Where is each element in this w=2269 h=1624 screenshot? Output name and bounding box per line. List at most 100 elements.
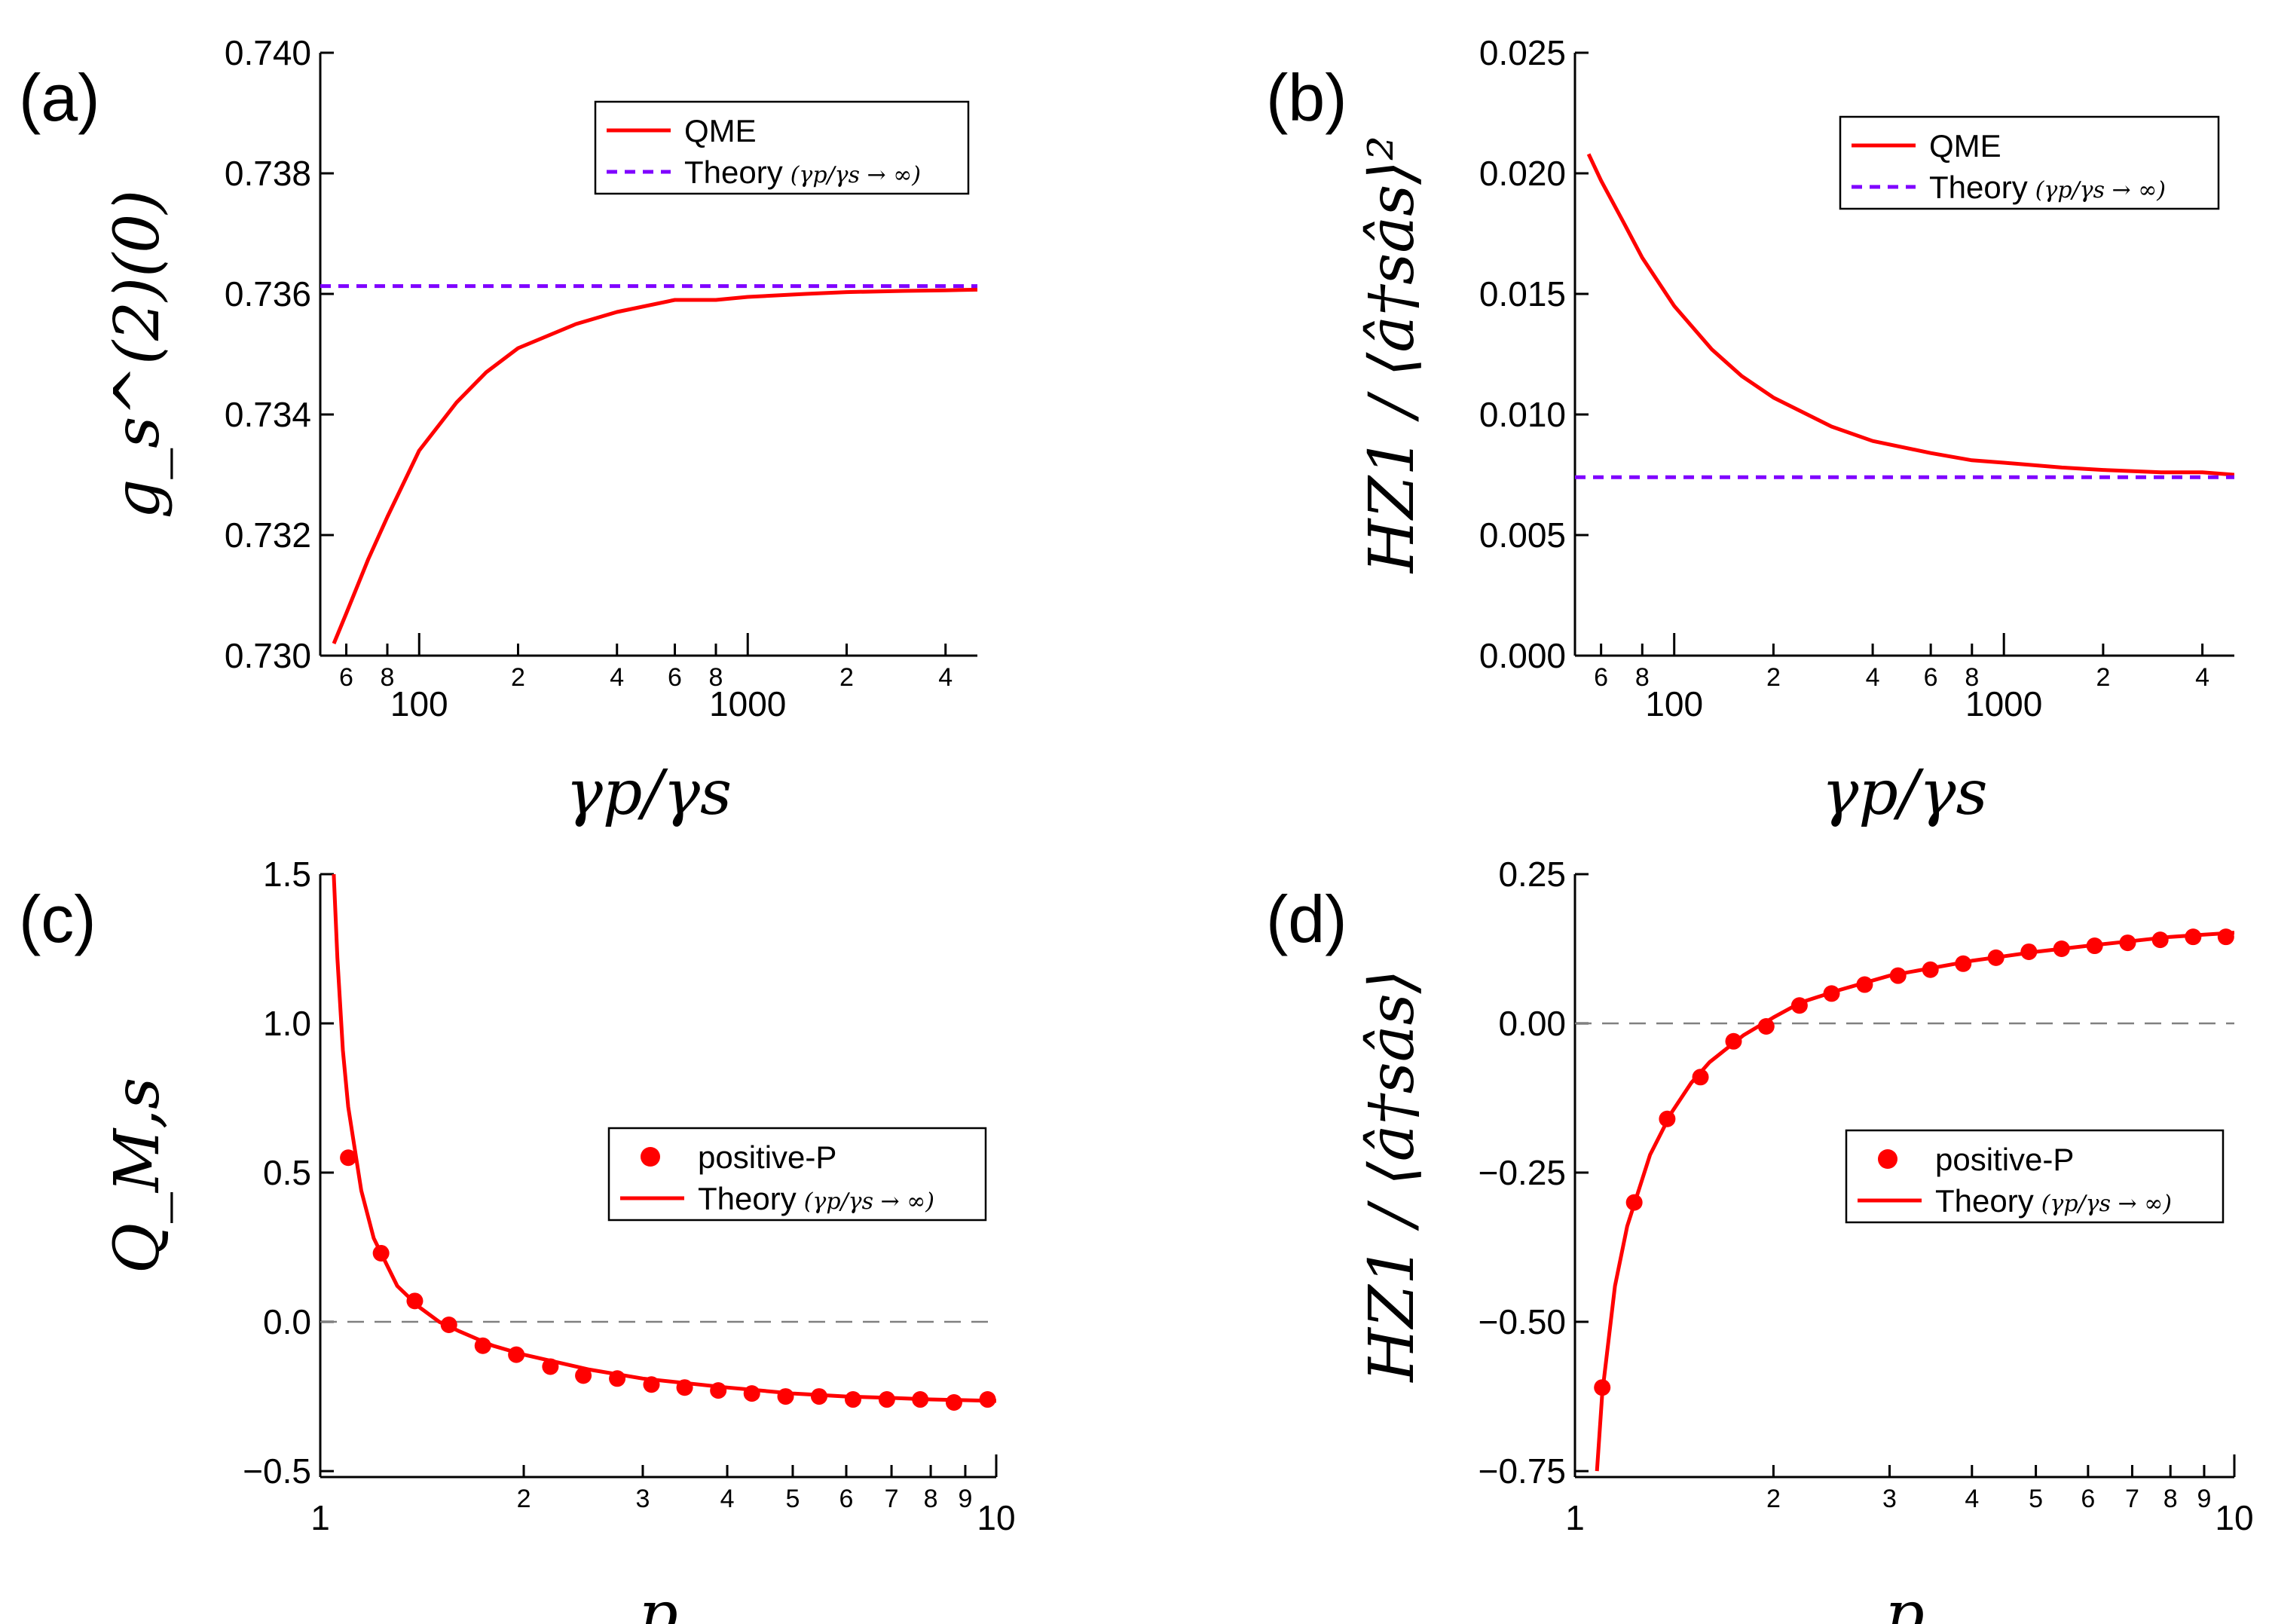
- legend-entry-condition: (γp/γs → ∞): [2041, 1191, 2172, 1217]
- x-minor-tick-label: 3: [1882, 1485, 1897, 1513]
- y-tick-label: 0.738: [225, 154, 311, 193]
- y-tick-label: 1.5: [263, 855, 311, 894]
- y-tick-label: 0.732: [225, 515, 311, 555]
- x-axis-title: p: [1885, 1579, 1925, 1624]
- x-tick-label: 100: [1645, 684, 1703, 723]
- y-tick-label: 0.25: [1498, 855, 1566, 894]
- legend: positive-P Theory (γp/γs → ∞): [1845, 1129, 2225, 1224]
- x-minor-tick-label: 4: [1965, 1485, 1979, 1513]
- panel-d: (d) −0.75 −0.50 −0.25 0.00 0.25 1 10 2 3 4 5 6 7 8 9 pos…: [1266, 855, 2254, 1624]
- x-minor-tick-label: 6: [2081, 1485, 2095, 1513]
- x-minor-tick-label: 7: [2125, 1485, 2139, 1513]
- series-line: [332, 873, 996, 1403]
- legend-entry-condition: (γp/γs → ∞): [790, 162, 921, 188]
- panel-c: (c) −0.5 0.0 0.5 1.0 1.5 1 10 2 3 4 5 6 7 8 9 positive-P…: [19, 855, 1016, 1624]
- data-point: [1692, 1069, 1709, 1086]
- x-axis-title: γp/γs: [566, 757, 732, 829]
- x-axis-title: p: [638, 1579, 678, 1624]
- y-tick-label: −0.5: [243, 1451, 311, 1491]
- x-minor-tick-label: 2: [511, 663, 525, 692]
- data-point: [340, 1149, 357, 1167]
- legend-box: [1845, 1129, 2225, 1224]
- legend: QME Theory (γp/γs → ∞): [594, 100, 970, 195]
- legend-entry-condition: (γp/γs → ∞): [804, 1188, 934, 1215]
- x-tick-label: 100: [390, 684, 448, 723]
- x-minor-tick-label: 2: [1766, 663, 1781, 692]
- legend-entry-label: positive-P: [698, 1139, 836, 1175]
- x-minor-tick-label: 5: [786, 1485, 800, 1513]
- legend-entry-label: QME: [1929, 128, 2001, 164]
- y-tick-label: 0.025: [1479, 33, 1566, 72]
- y-tick-label: 0.5: [263, 1153, 311, 1192]
- x-minor-tick-label: 5: [2029, 1485, 2043, 1513]
- x-minor-tick-label: 7: [885, 1485, 899, 1513]
- legend-entry-label: positive-P: [1935, 1142, 2074, 1177]
- x-tick-label: 1000: [709, 684, 786, 723]
- x-minor-tick-label: 2: [839, 663, 854, 692]
- x-minor-tick-label: 6: [339, 663, 353, 692]
- y-tick-label: −0.75: [1479, 1451, 1566, 1491]
- y-axis-title: g_s^(2)(0): [102, 190, 173, 519]
- data-point: [844, 1391, 861, 1408]
- y-axis-title: HZ1 / ⟨â†sâs⟩²: [1356, 136, 1428, 574]
- x-minor-tick-label: 6: [668, 663, 682, 692]
- y-axis-title: Q_M,s: [102, 1078, 173, 1274]
- x-tick-label: 1: [1565, 1498, 1585, 1537]
- legend-entry-condition: (γp/γs → ∞): [2035, 177, 2166, 203]
- legend-box: [607, 1127, 987, 1222]
- panel-label: (d): [1266, 882, 1347, 956]
- x-minor-tick-label: 4: [1866, 663, 1880, 692]
- y-tick-label: 0.00: [1498, 1004, 1566, 1043]
- x-minor-tick-label: 6: [1924, 663, 1938, 692]
- x-tick-label: 10: [977, 1498, 1015, 1537]
- y-tick-label: 0.015: [1479, 274, 1566, 313]
- x-minor-tick-label: 2: [2096, 663, 2110, 692]
- legend-marker: [1878, 1149, 1897, 1169]
- x-minor-tick-label: 2: [517, 1485, 531, 1513]
- data-point: [945, 1393, 962, 1411]
- legend: QME Theory (γp/γs → ∞): [1839, 115, 2220, 210]
- panel-label: (a): [19, 60, 100, 135]
- y-tick-label: 0.000: [1479, 636, 1566, 675]
- x-axis-title: γp/γs: [1821, 757, 1987, 829]
- legend-box: [1839, 115, 2220, 210]
- legend-entry-label: Theory: [698, 1181, 797, 1216]
- panel-label: (b): [1266, 60, 1347, 135]
- x-minor-tick-label: 8: [1965, 663, 1979, 692]
- series-line: [1595, 931, 2234, 1472]
- x-minor-tick-label: 4: [720, 1485, 735, 1513]
- panel-b: (b) 0.000 0.005 0.010 0.015 0.020 0.025 100 1000…: [1266, 33, 2234, 829]
- y-tick-label: 0.736: [225, 274, 311, 313]
- x-minor-tick-label: 8: [924, 1485, 938, 1513]
- panel-label: (c): [19, 882, 96, 956]
- x-tick-label: 1: [310, 1498, 330, 1537]
- x-minor-tick-label: 9: [958, 1485, 972, 1513]
- y-tick-label: 0.020: [1479, 154, 1566, 193]
- legend-marker: [641, 1147, 660, 1167]
- series-line: [332, 287, 977, 644]
- y-tick-label: −0.50: [1479, 1302, 1566, 1341]
- x-minor-tick-label: 4: [610, 663, 624, 692]
- y-tick-label: 0.010: [1479, 395, 1566, 434]
- x-minor-tick-label: 6: [1594, 663, 1608, 692]
- x-minor-tick-label: 8: [709, 663, 723, 692]
- data-point: [575, 1367, 592, 1384]
- x-minor-tick-label: 8: [2164, 1485, 2178, 1513]
- legend-entry-label: Theory: [1935, 1183, 2034, 1219]
- legend-box: [594, 100, 970, 195]
- y-tick-label: 0.734: [225, 395, 311, 434]
- y-tick-label: 0.730: [225, 636, 311, 675]
- x-minor-tick-label: 3: [636, 1485, 650, 1513]
- x-minor-tick-label: 4: [2195, 663, 2209, 692]
- x-minor-tick-label: 8: [381, 663, 395, 692]
- y-tick-label: −0.25: [1479, 1153, 1566, 1192]
- x-tick-label: 10: [2215, 1498, 2253, 1537]
- y-axis-title: HZ1 / ⟨â†sâs⟩: [1356, 969, 1428, 1383]
- y-tick-label: 0.005: [1479, 515, 1566, 555]
- x-minor-tick-label: 8: [1635, 663, 1650, 692]
- y-tick-label: 0.0: [263, 1302, 311, 1341]
- legend-entry-label: Theory: [1929, 170, 2028, 205]
- legend-entry-label: QME: [684, 113, 757, 148]
- y-tick-label: 1.0: [263, 1004, 311, 1043]
